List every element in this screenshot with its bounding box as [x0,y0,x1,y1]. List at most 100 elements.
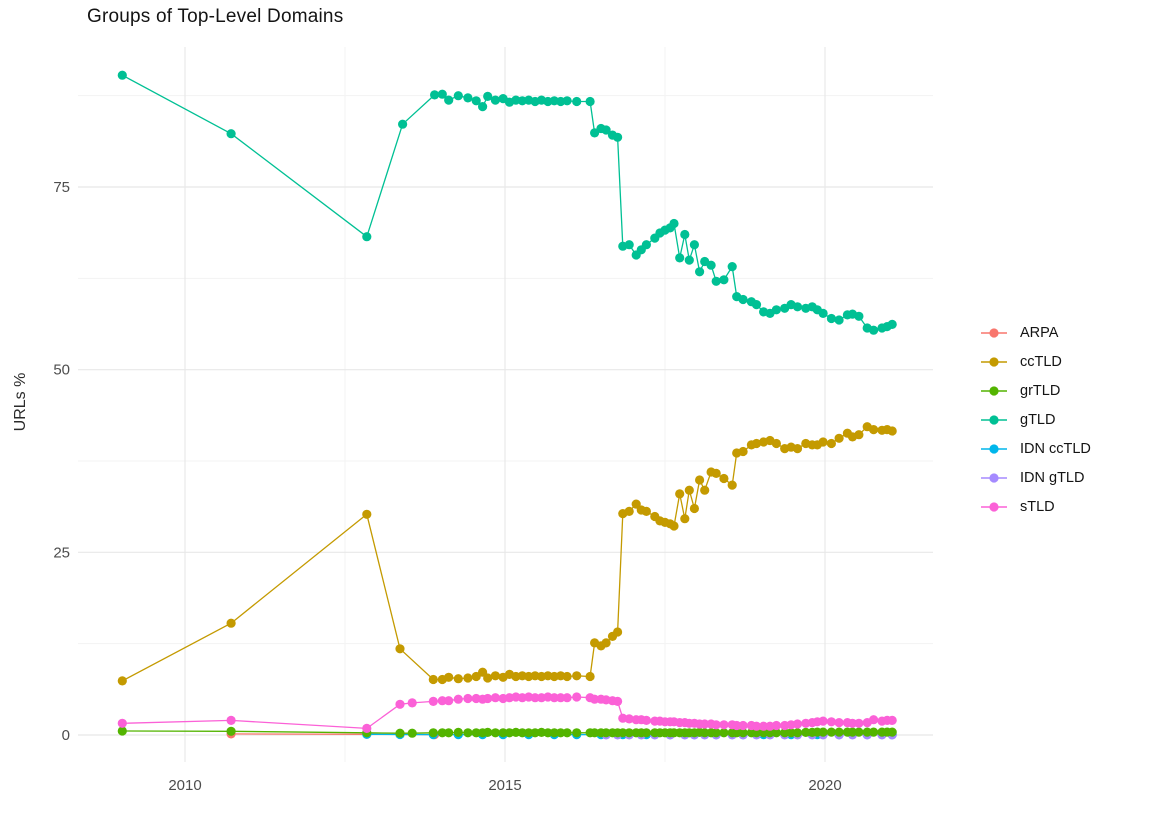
data-point [826,717,837,727]
data-point [854,430,864,440]
data-point [732,720,742,731]
data-point [556,693,566,703]
y-tick-label: 50 [53,362,70,379]
data-point [759,728,769,738]
legend-key-icon [981,443,1007,454]
data-point [771,720,782,731]
data-point [792,302,803,312]
data-point [869,325,879,335]
data-point [847,718,858,728]
data-point [669,521,679,531]
legend-key-icon [981,472,1007,483]
data-point [618,728,628,738]
data-point [226,129,236,139]
data-point [444,728,454,738]
data-point [695,267,705,277]
chart-title: Groups of Top-Level Domains [87,6,344,27]
data-point [453,674,463,684]
data-point [738,720,748,731]
legend-key-icon [981,356,1007,367]
data-point [117,726,127,736]
data-point [732,728,742,738]
y-tick-label: 75 [53,179,70,196]
data-point [711,276,721,286]
data-point [624,728,634,738]
data-point [398,119,408,129]
data-point [395,644,405,654]
data-point [771,438,782,449]
data-point [549,693,559,703]
data-point [689,503,700,514]
data-point [826,727,837,737]
data-point [887,727,897,737]
data-point [428,674,438,685]
legend-key-icon [981,414,1007,425]
data-point [854,311,864,321]
data-point [590,728,600,738]
data-point [675,489,685,499]
data-point [444,672,454,682]
data-point [613,132,623,142]
data-point [362,723,372,734]
data-point [572,692,582,702]
data-point [854,727,864,737]
data-point [641,506,652,516]
data-point [727,262,737,272]
data-point [719,720,729,730]
data-point [362,232,372,242]
data-point [738,728,748,738]
legend-item-idn-gtld: IDN gTLD [981,463,1091,492]
data-point [887,715,897,726]
legend-key-icon [981,385,1007,396]
data-point [771,728,782,738]
y-tick-label: 0 [62,727,70,744]
data-point [490,671,500,681]
data-point [395,728,405,738]
data-point [226,618,236,628]
series-line [121,74,893,331]
data-point [478,102,488,112]
data-point [453,727,463,738]
data-point [826,313,837,324]
data-point [680,229,690,240]
legend-item-idn-cctld: IDN ccTLD [981,434,1091,463]
data-point [444,696,454,706]
data-point [453,91,463,101]
legend-item-stld: sTLD [981,492,1091,521]
x-tick-label: 2015 [488,777,521,794]
data-point [700,728,710,738]
data-point [847,727,858,737]
data-point [585,671,595,682]
data-point [463,673,473,683]
legend-item-gtld: gTLD [981,405,1091,434]
data-point [727,480,737,490]
data-point [624,714,634,724]
legend-label: ARPA [1020,324,1059,341]
data-point [834,718,844,728]
data-point [684,485,694,495]
data-point [869,715,879,725]
data-point [437,696,447,706]
data-point [641,715,652,726]
data-point [444,95,454,105]
data-point [834,433,844,443]
data-point [613,627,623,637]
data-point [751,438,762,449]
legend-label: ccTLD [1020,353,1062,370]
data-point [524,728,534,738]
data-point [562,671,572,682]
data-point [869,727,879,737]
data-point [613,696,623,707]
y-tick-label: 25 [53,544,70,561]
data-point [483,693,493,704]
data-point [751,300,762,310]
data-point [818,308,828,318]
data-point [572,96,582,107]
series-stld [117,692,897,734]
series-cctld [117,422,897,686]
data-point [689,240,700,250]
data-point [751,721,762,731]
data-point [641,728,652,738]
data-point [437,728,447,738]
data-point [226,715,236,726]
